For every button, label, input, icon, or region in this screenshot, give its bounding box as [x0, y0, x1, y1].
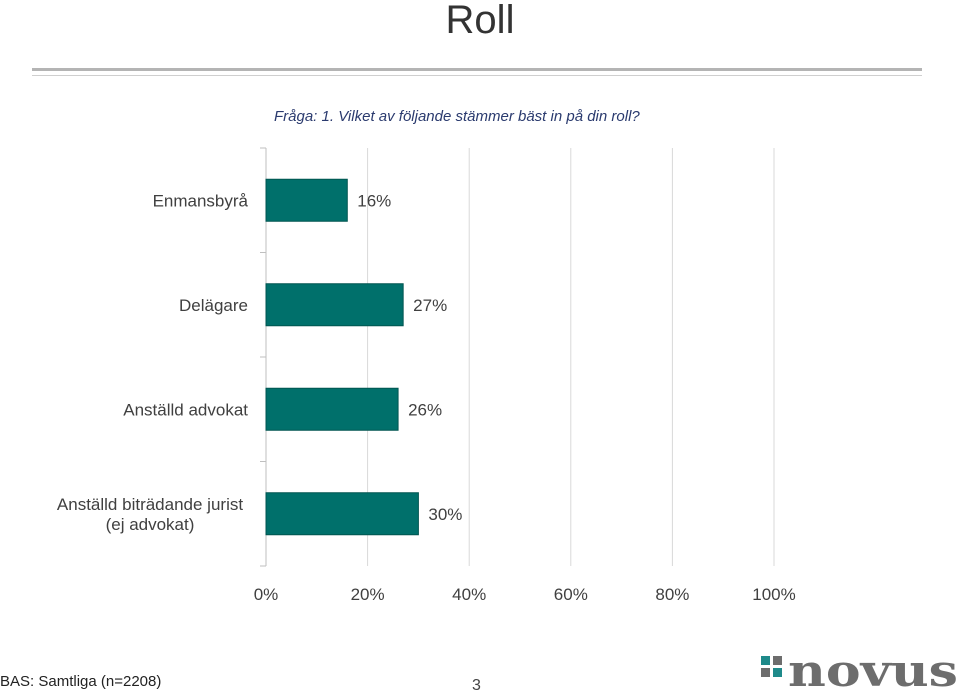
page-number: 3: [472, 677, 481, 694]
bar: [265, 387, 399, 431]
x-tick-label: 20%: [351, 585, 385, 604]
bar: [265, 492, 419, 536]
category-label: Enmansbyrå: [153, 191, 249, 210]
category-label: Anställd biträdande jurist (ej advokat): [57, 495, 243, 534]
novus-logo: novus: [761, 652, 958, 692]
x-tick-label: 80%: [655, 585, 689, 604]
x-tick-label: 40%: [452, 585, 486, 604]
data-label: 27%: [413, 296, 447, 315]
x-tick-label: 60%: [554, 585, 588, 604]
category-label-line: Anställd biträdande jurist: [57, 495, 243, 514]
logo-square: [773, 668, 782, 677]
category-label: Delägare: [179, 296, 248, 315]
survey-question: Fråga: 1. Vilket av följande stämmer bäs…: [274, 108, 640, 125]
data-label: 30%: [428, 505, 462, 524]
logo-square: [773, 656, 782, 665]
logo-wordmark: novus: [788, 652, 958, 692]
data-label: 16%: [357, 191, 391, 210]
base-note: BAS: Samtliga (n=2208): [0, 673, 162, 690]
title-rule-thin: [32, 75, 922, 76]
x-tick-label: 0%: [254, 585, 279, 604]
x-tick-label: 100%: [752, 585, 795, 604]
bar: [265, 178, 348, 222]
data-label: 26%: [408, 400, 442, 419]
category-label: Anställd advokat: [123, 400, 248, 419]
logo-square: [761, 656, 770, 665]
bar: [265, 283, 404, 327]
category-label-line: (ej advokat): [106, 515, 195, 534]
logo-square: [761, 668, 770, 677]
page-title: Roll: [445, 0, 515, 42]
title-rule: [32, 68, 922, 71]
